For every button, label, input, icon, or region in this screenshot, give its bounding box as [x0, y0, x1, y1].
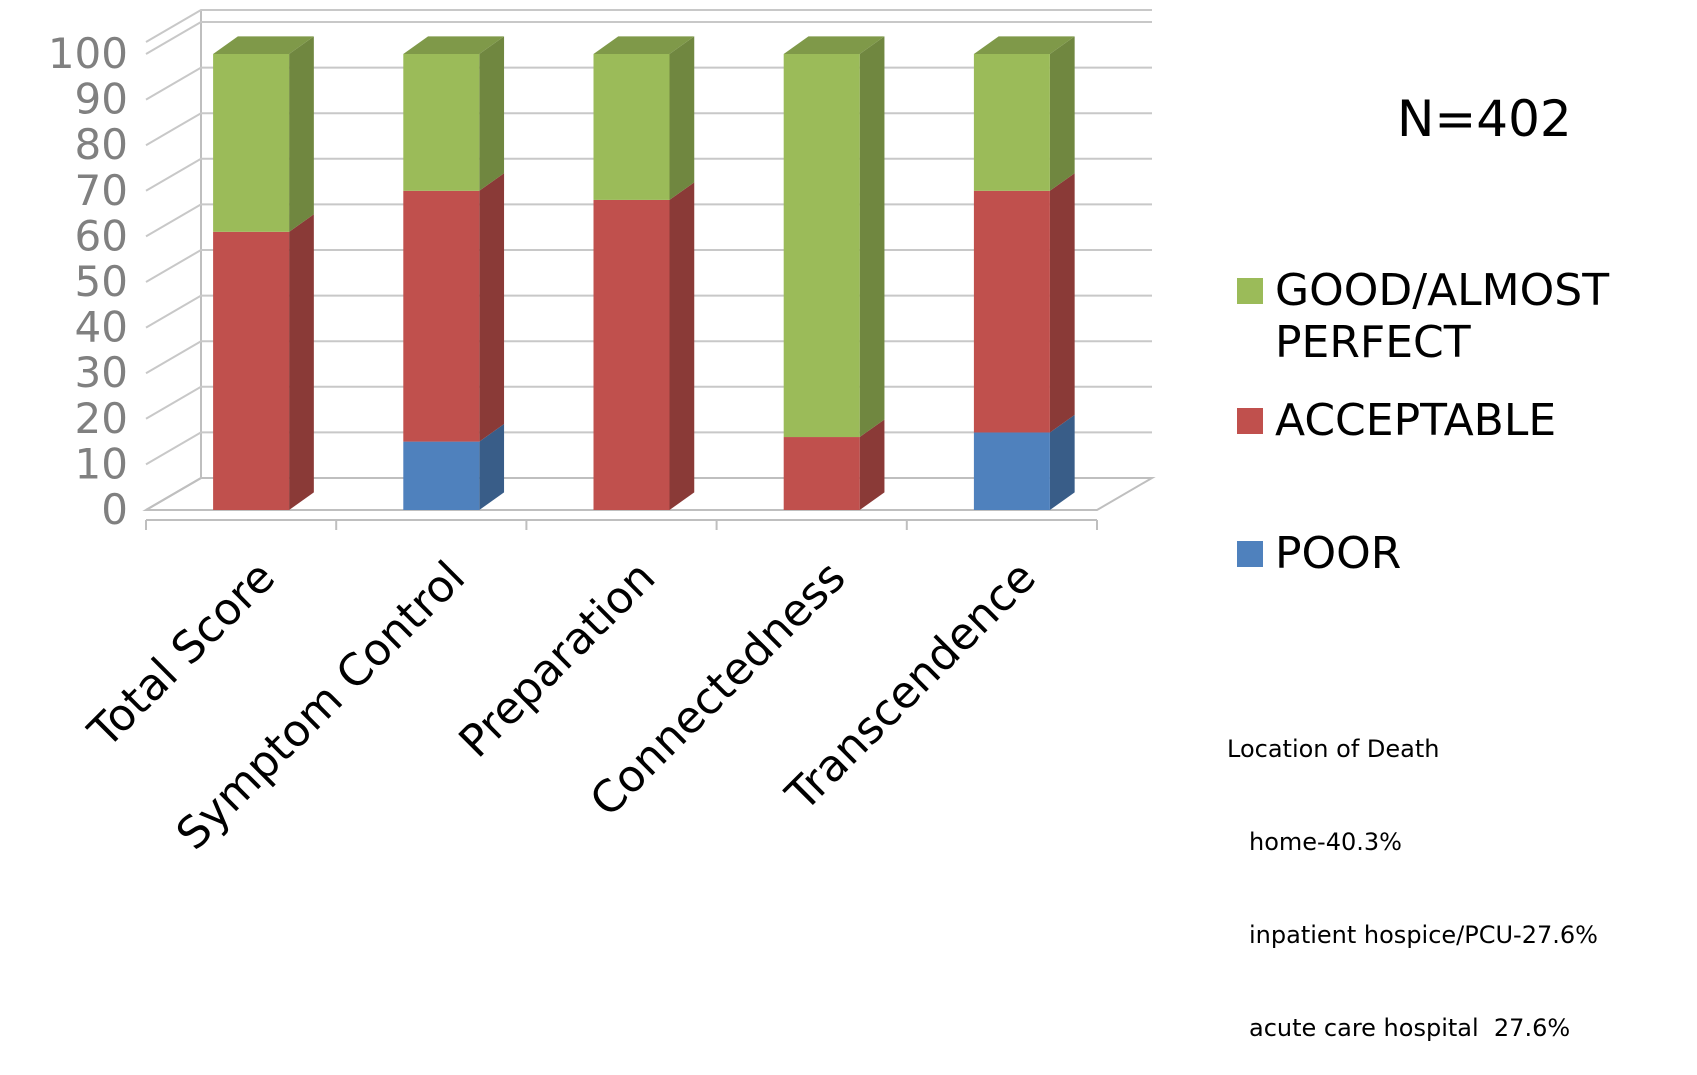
bar-segment — [783, 437, 860, 510]
x-tick-label: Preparation — [449, 552, 665, 768]
y-tick-label: 100 — [48, 29, 128, 78]
bar-side — [859, 419, 885, 510]
y-tick-label: 50 — [75, 257, 128, 306]
legend-swatch-acceptable — [1237, 408, 1263, 434]
legend-label-poor: POOR — [1275, 528, 1402, 579]
note-line-hospice: inpatient hospice/PCU-27.6% — [1249, 921, 1598, 949]
x-tick-label: Total Score — [78, 552, 284, 758]
bar-segment — [403, 190, 480, 442]
bar-segment — [593, 199, 670, 511]
y-tick-label: 80 — [75, 120, 128, 169]
location-of-death-note: Location of Death home-40.3% inpatient h… — [1227, 672, 1598, 1075]
y-tick-label: 90 — [75, 75, 128, 124]
legend-label-good: GOOD/ALMOST PERFECT — [1275, 265, 1610, 368]
bar-top — [593, 36, 695, 54]
y-tick-label: 70 — [75, 166, 128, 215]
bar-segment — [403, 54, 480, 191]
y-tick-label: 30 — [75, 348, 128, 397]
bar-segment — [403, 441, 480, 510]
bar-segment — [973, 190, 1050, 433]
y-tick-label: 0 — [101, 485, 128, 534]
legend-label-acceptable: ACCEPTABLE — [1275, 395, 1557, 446]
note-line-hospital: acute care hospital 27.6% — [1249, 1014, 1571, 1042]
bar-segment — [593, 54, 670, 200]
bar-side — [479, 173, 505, 442]
legend-item-poor: POOR — [1237, 528, 1401, 580]
bar-side — [289, 36, 314, 232]
bar-side — [859, 36, 885, 438]
bar-segment — [973, 432, 1050, 510]
bar-top — [973, 36, 1075, 54]
legend-swatch-good — [1237, 278, 1263, 304]
bar-side — [669, 182, 695, 510]
bar-segment — [973, 54, 1050, 191]
sample-size-label: N=402 — [1397, 90, 1572, 148]
bar-top — [213, 36, 314, 54]
gridline — [145, 21, 1152, 55]
y-tick-label: 60 — [75, 211, 128, 260]
bar-segment — [783, 54, 860, 438]
y-tick-label: 20 — [75, 394, 128, 443]
bar-segment — [213, 54, 290, 232]
y-tick-label: 10 — [75, 439, 128, 488]
bar-top — [783, 36, 885, 54]
bar-side — [479, 36, 505, 191]
gridline — [145, 9, 1152, 43]
bar-side — [1049, 414, 1075, 510]
bar-segment — [213, 231, 290, 510]
note-line-home: home-40.3% — [1249, 828, 1402, 856]
legend-item-good: GOOD/ALMOST PERFECT — [1237, 265, 1675, 369]
bar-side — [479, 424, 505, 510]
legend-item-acceptable: ACCEPTABLE — [1237, 395, 1556, 447]
bar-side — [289, 214, 314, 511]
bar-side — [669, 36, 695, 200]
note-title: Location of Death — [1227, 735, 1440, 763]
legend-swatch-poor — [1237, 541, 1263, 567]
floor — [142, 477, 1156, 511]
y-tick-label: 40 — [75, 303, 128, 352]
bar-side — [1049, 36, 1075, 191]
bar-top — [403, 36, 505, 54]
bar-side — [1049, 173, 1075, 433]
